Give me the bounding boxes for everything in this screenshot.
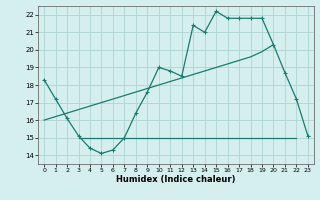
X-axis label: Humidex (Indice chaleur): Humidex (Indice chaleur) bbox=[116, 175, 236, 184]
